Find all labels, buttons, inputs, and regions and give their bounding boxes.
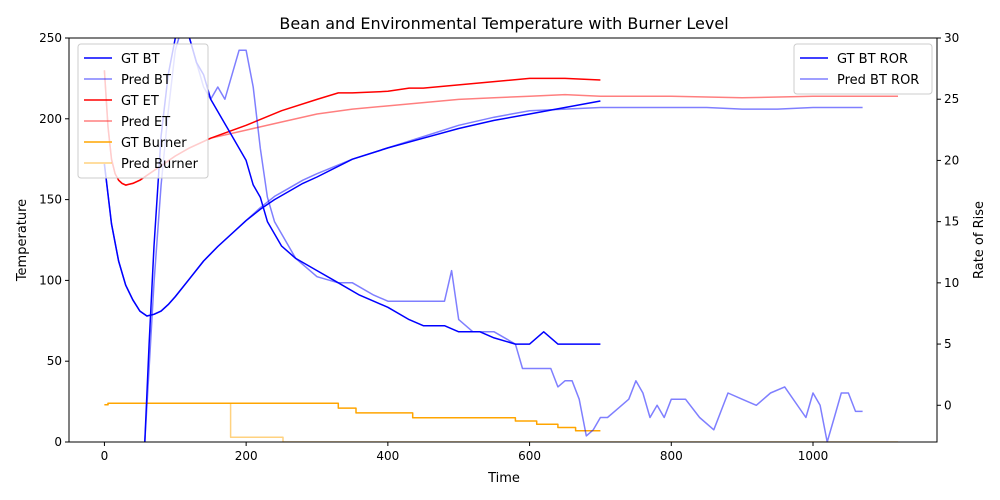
series-line-pred-et [103,70,898,186]
y2-axis-label: Rate of Rise [972,201,987,279]
y-tick-label: 150 [39,193,62,207]
x-tick-label: 600 [518,449,541,463]
legend-label: GT Burner [121,136,187,151]
y2-tick-label: 0 [944,398,952,412]
legend-box [793,43,933,95]
y-axis-label: Temperature [15,199,30,282]
y2-tick-label: 20 [944,153,959,167]
series-line-gt-bt-ror [144,38,601,442]
x-tick-label: 400 [376,449,399,463]
y-tick-label: 200 [39,112,62,126]
series-line-gt-burner [104,402,601,432]
series-line-pred-bt-ror [144,38,863,442]
legend-label: GT BT [121,52,160,67]
y2-tick-label: 5 [944,337,952,351]
x-axis-label: Time [487,471,520,486]
x-tick-label: 1000 [798,449,829,463]
y2-tick-label: 15 [944,215,959,229]
y-tick-label: 50 [47,354,62,368]
y2-tick-label: 30 [944,31,959,45]
legend-left: GT BT Pred BT GT ET Pred ET GT Burner Pred Bu… [77,43,209,179]
y-tick-label: 0 [54,435,62,449]
y2-tick-label: 10 [944,276,959,290]
x-tick-label: 0 [101,449,109,463]
plot-frame [68,37,938,443]
legend-label: Pred ET [121,115,170,130]
x-tick-label: 800 [660,449,683,463]
series-line-pred-burner [104,402,898,442]
legend-label: GT BT ROR [837,52,908,67]
legend-label: GT ET [121,94,159,109]
y2-axis-ticks: 0 5 10 15 20 25 30 [937,31,959,412]
legend-box [77,43,209,179]
legend-label: Pred Burner [121,157,199,172]
chart-title: Bean and Environmental Temperature with … [279,14,728,33]
series-line-pred-bt [103,106,863,317]
x-tick-label: 200 [235,449,258,463]
y-axis-ticks: 0 50 100 150 200 250 [39,31,69,449]
legend-right: GT BT ROR Pred BT ROR [793,43,933,95]
x-axis-ticks: 0 200 400 600 800 1000 [101,442,829,463]
y2-tick-label: 25 [944,92,959,106]
legend-label: Pred BT [121,73,171,88]
y-tick-label: 100 [39,273,62,287]
legend-label: Pred BT ROR [837,73,919,88]
y-tick-label: 250 [39,31,62,45]
